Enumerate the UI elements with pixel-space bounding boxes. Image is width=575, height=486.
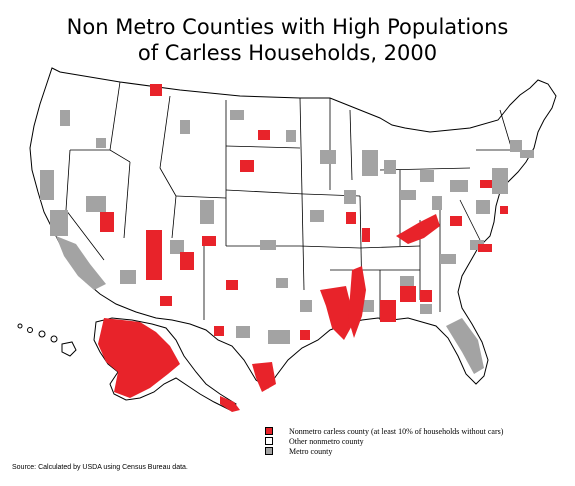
title-line-1: Non Metro Counties with High Populations	[66, 15, 509, 39]
source-note: Source: Calculated by USDA using Census …	[12, 464, 188, 471]
legend-item-metro: Metro county	[265, 446, 503, 456]
carless-counties	[98, 84, 508, 412]
legend-swatch-carless	[265, 427, 273, 435]
legend-swatch-other	[265, 437, 273, 445]
legend-item-other: Other nonmetro county	[265, 436, 503, 446]
legend: Nonmetro carless county (at least 10% of…	[265, 426, 503, 456]
title-line-2: of Carless Households, 2000	[137, 41, 438, 65]
hawaii	[17, 323, 77, 357]
map-title: Non Metro Counties with High Populations…	[0, 14, 575, 66]
metro-counties	[40, 110, 534, 374]
legend-swatch-metro	[265, 447, 273, 455]
legend-item-carless: Nonmetro carless county (at least 10% of…	[265, 426, 503, 436]
legend-label-metro: Metro county	[289, 446, 333, 456]
legend-label-carless: Nonmetro carless county (at least 10% of…	[289, 426, 504, 436]
legend-label-other: Other nonmetro county	[289, 436, 364, 446]
